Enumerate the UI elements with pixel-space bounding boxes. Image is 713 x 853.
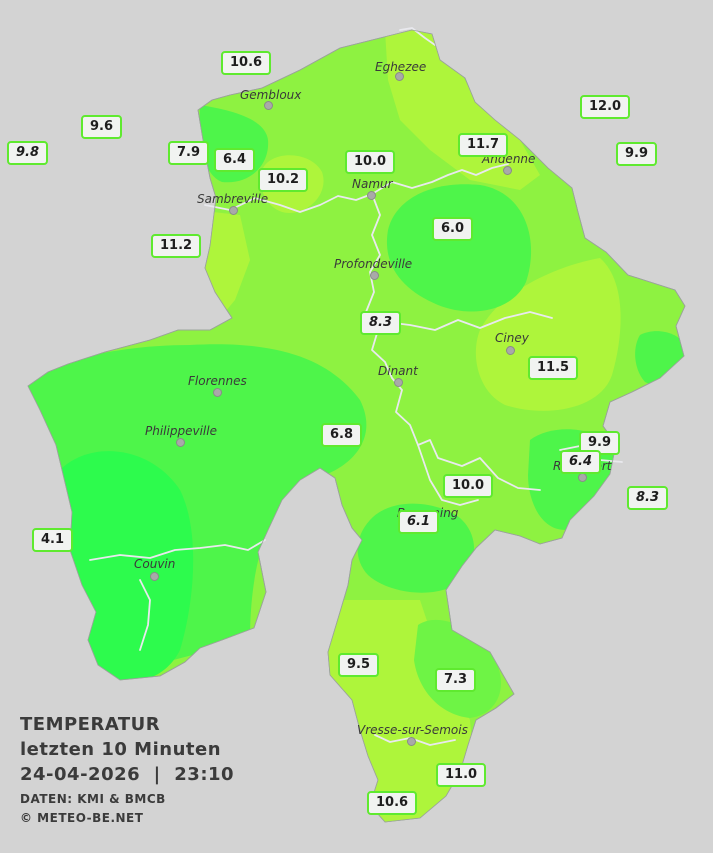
temp-label[interactable]: 6.4 (214, 148, 256, 172)
legend-datetime: 24-04-2026 | 23:10 (20, 764, 235, 785)
temp-label[interactable]: 10.2 (258, 168, 309, 192)
city-dot-dinant (394, 378, 403, 387)
map-legend: TEMPERATUR letzten 10 Minuten 24-04-2026… (20, 712, 234, 828)
temp-label[interactable]: 12.0 (580, 95, 631, 119)
city-dot-rochefort (578, 473, 587, 482)
temp-label[interactable]: 9.9 (616, 142, 658, 166)
legend-title: TEMPERATUR (20, 714, 161, 735)
city-dot-andenne (503, 166, 512, 175)
city-label-namur: Namur (352, 177, 393, 191)
temp-label[interactable]: 6.0 (432, 217, 474, 241)
temp-label[interactable]: 9.6 (81, 115, 123, 139)
temp-label[interactable]: 10.6 (221, 51, 272, 75)
temp-label[interactable]: 8.3 (360, 311, 402, 335)
city-dot-florennes (213, 388, 222, 397)
temp-label[interactable]: 6.8 (321, 423, 363, 447)
city-dot-vresse (407, 737, 416, 746)
city-dot-namur (367, 191, 376, 200)
temp-label[interactable]: 11.2 (151, 234, 202, 258)
temp-label[interactable]: 10.0 (345, 150, 396, 174)
cool-zone-center (386, 184, 532, 312)
city-dot-profondeville (370, 271, 379, 280)
city-label-dinant: Dinant (378, 364, 418, 378)
temp-label[interactable]: 7.3 (435, 668, 477, 692)
city-label-couvin: Couvin (134, 557, 176, 571)
temp-label[interactable]: 10.0 (443, 474, 494, 498)
temp-label[interactable]: 11.7 (458, 133, 509, 157)
city-label-philippeville: Philippeville (145, 424, 217, 438)
city-dot-gembloux (264, 101, 273, 110)
city-label-profondeville: Profondeville (334, 257, 413, 271)
city-label-eghezee: Eghezee (375, 60, 427, 74)
city-dot-philippeville (176, 438, 185, 447)
temp-label[interactable]: 9.5 (338, 653, 380, 677)
city-label-florennes: Florennes (188, 374, 247, 388)
temp-label[interactable]: 6.4 (560, 450, 602, 474)
temp-label[interactable]: 4.1 (32, 528, 74, 552)
city-dot-ciney (506, 346, 515, 355)
temp-label[interactable]: 11.5 (528, 356, 579, 380)
temp-label[interactable]: 10.6 (367, 791, 418, 815)
cool-zone-beauraing (357, 503, 475, 593)
city-label-sambreville: Sambreville (197, 192, 269, 206)
legend-subtitle: letzten 10 Minuten (20, 739, 222, 760)
city-label-vresse: Vresse-sur-Semois (357, 723, 468, 737)
city-dot-eghezee (395, 72, 404, 81)
temp-label[interactable]: 8.3 (627, 486, 669, 510)
city-label-gembloux: Gembloux (240, 88, 302, 102)
temp-label[interactable]: 7.9 (168, 141, 210, 165)
temp-label[interactable]: 9.8 (7, 141, 49, 165)
city-label-ciney: Ciney (495, 331, 529, 345)
legend-source: DATEN: KMI & BMCB (20, 792, 166, 806)
legend-copyright: © METEO-BE.NET (20, 811, 144, 825)
city-dot-sambreville (229, 206, 238, 215)
temp-label[interactable]: 11.0 (436, 763, 487, 787)
city-dot-couvin (150, 572, 159, 581)
temp-label[interactable]: 6.1 (398, 510, 440, 534)
